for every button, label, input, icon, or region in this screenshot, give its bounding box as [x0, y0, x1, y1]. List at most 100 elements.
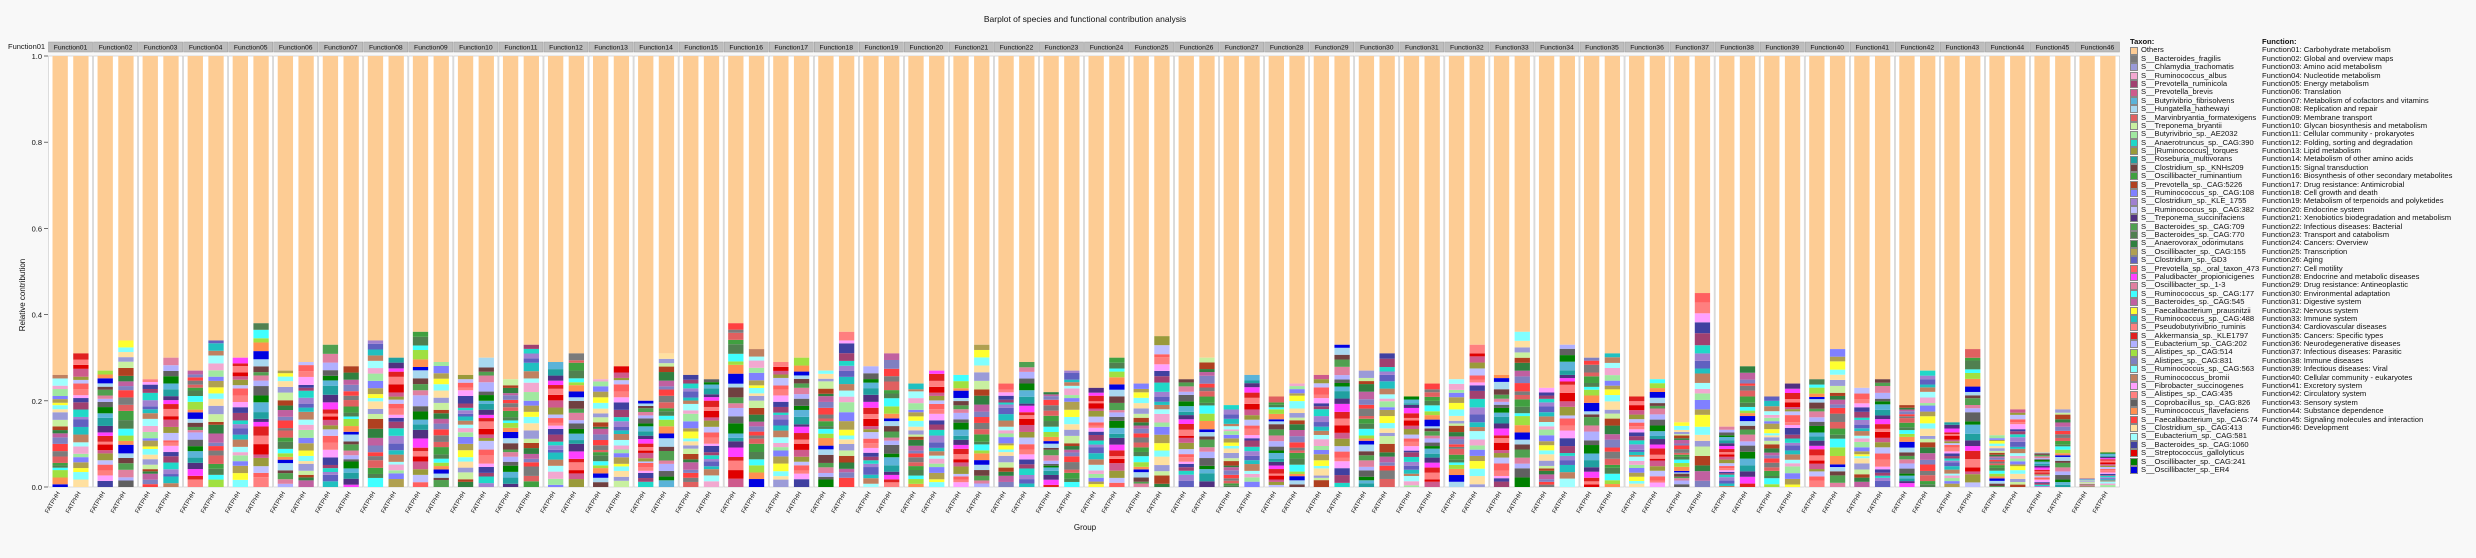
bar-segment — [683, 388, 698, 391]
bar-segment — [1605, 448, 1620, 452]
bar-segment-others — [458, 56, 473, 375]
bar-segment — [1404, 474, 1419, 476]
bar-segment — [1785, 463, 1800, 466]
bar-segment — [908, 430, 923, 434]
bar-segment — [1944, 461, 1959, 463]
bar-segment — [458, 408, 473, 410]
bar-segment — [1695, 456, 1710, 466]
bar-segment — [143, 379, 158, 382]
bar-segment — [638, 451, 653, 453]
bar-segment — [1515, 347, 1530, 352]
bar-segment — [1064, 473, 1079, 479]
bar-segment — [1043, 461, 1058, 464]
bar-segment — [1089, 432, 1104, 435]
bar-segment — [1289, 436, 1304, 442]
bar-segment — [1560, 349, 1575, 355]
bar-segment — [1064, 373, 1079, 380]
bar-segment — [1224, 483, 1239, 485]
bar-segment — [704, 481, 719, 487]
bar-segment — [773, 415, 788, 420]
bar-segment — [208, 464, 223, 469]
bar-segment — [1314, 409, 1329, 416]
facet-strip-label: Function12 — [549, 45, 583, 52]
bar-segment — [1314, 398, 1329, 403]
bar-segment-others — [1944, 56, 1959, 422]
bar-segment — [1404, 462, 1419, 466]
bar-segment — [118, 376, 133, 381]
bar-segment — [163, 433, 178, 440]
bar-segment — [1019, 475, 1034, 479]
bar-segment — [1965, 392, 1980, 395]
bar-segment — [638, 453, 653, 458]
bar-segment — [503, 432, 518, 438]
bar-segment — [1875, 481, 1890, 487]
bar-segment — [1359, 409, 1374, 416]
bar-segment — [1539, 412, 1554, 416]
bar-segment — [163, 456, 178, 462]
bar-segment — [1560, 479, 1575, 487]
bar-segment-others — [929, 56, 944, 371]
bar-segment — [1449, 390, 1464, 393]
bar-segment — [458, 428, 473, 432]
bar-segment — [143, 469, 158, 471]
bar-segment — [839, 384, 854, 390]
bar-segment — [929, 464, 944, 467]
bar-segment — [683, 459, 698, 462]
bar-segment — [1830, 475, 1845, 482]
facet-strip-label: Function20 — [910, 45, 944, 52]
bar-segment — [2055, 434, 2070, 438]
bar-segment — [98, 475, 113, 480]
bar-segment — [818, 446, 833, 450]
bar-segment — [548, 408, 563, 415]
bar-segment-others — [614, 56, 629, 366]
bar-segment — [524, 448, 539, 454]
bar-segment — [1719, 481, 1734, 484]
x-tick-label: FATPHH — [990, 490, 1008, 514]
bar-segment — [278, 457, 293, 460]
bar-segment — [818, 473, 833, 477]
bar-segment — [1920, 397, 1935, 403]
bar-segment — [1830, 404, 1845, 408]
bar-segment-others — [1854, 56, 1869, 388]
bar-segment — [2034, 453, 2049, 454]
bar-segment — [1134, 433, 1149, 437]
bar-segment — [143, 413, 158, 419]
bar-segment — [638, 436, 653, 439]
bar-segment — [323, 457, 338, 464]
bar-segment — [1134, 462, 1149, 467]
bar-segment — [1043, 396, 1058, 400]
bar-segment — [1695, 400, 1710, 409]
bar-segment — [1494, 428, 1509, 435]
bar-segment — [343, 444, 358, 450]
bar-segment — [1605, 474, 1620, 480]
bar-segment — [839, 412, 854, 421]
bar-segment — [163, 365, 178, 371]
bar-segment — [794, 375, 809, 378]
x-tick-label: FATPHH — [965, 491, 983, 515]
bar-segment — [839, 391, 854, 397]
bar-segment — [818, 426, 833, 429]
bar-segment — [1695, 369, 1710, 374]
bar-segment — [53, 412, 68, 420]
bar-segment — [1515, 444, 1530, 449]
bar-segment — [1379, 433, 1394, 436]
bar-segment — [1404, 446, 1419, 451]
bar-segment — [1605, 357, 1620, 363]
bar-segment — [53, 430, 68, 433]
bar-segment — [2010, 461, 2025, 464]
bar-segment — [1470, 414, 1485, 422]
bar-segment — [1605, 465, 1620, 468]
bar-segment — [863, 432, 878, 439]
bar-segment — [1089, 459, 1104, 464]
bar-segment — [704, 444, 719, 446]
bar-segment — [389, 363, 404, 369]
bar-segment — [524, 481, 539, 487]
bar-segment — [1064, 380, 1079, 382]
bar-segment — [479, 415, 494, 418]
bar-segment — [1043, 392, 1058, 394]
bar-segment — [1154, 423, 1169, 427]
bar-segment — [1809, 411, 1824, 417]
